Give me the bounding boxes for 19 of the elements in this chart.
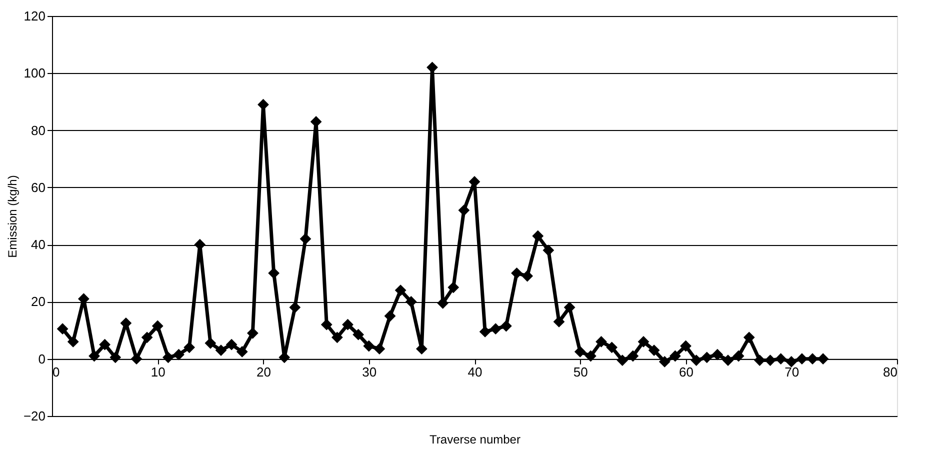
- y-tick-label: −20: [23, 408, 46, 424]
- y-tick-label: 20: [31, 294, 46, 310]
- y-tick-label: 120: [24, 8, 46, 24]
- x-tick-label: 20: [256, 364, 271, 380]
- y-tick-label: 40: [31, 237, 46, 252]
- y-axis-title: Emission (kg/h): [5, 175, 20, 258]
- y-tick-label: 100: [24, 66, 46, 81]
- x-axis-title: Traverse number: [430, 432, 520, 446]
- x-tick-label: 30: [362, 364, 377, 380]
- x-tick-label: 70: [784, 364, 800, 380]
- x-tick-label: 10: [150, 364, 166, 380]
- x-tick-label: 0: [52, 364, 60, 380]
- x-tick-label: 50: [573, 364, 588, 380]
- x-tick-label: 60: [679, 364, 694, 380]
- y-tick-label: 80: [31, 122, 46, 138]
- y-tick-label: 60: [31, 180, 46, 195]
- y-tick-label: 0: [38, 351, 46, 366]
- x-tick-label: 40: [468, 364, 482, 380]
- x-tick-label: 80: [883, 364, 898, 380]
